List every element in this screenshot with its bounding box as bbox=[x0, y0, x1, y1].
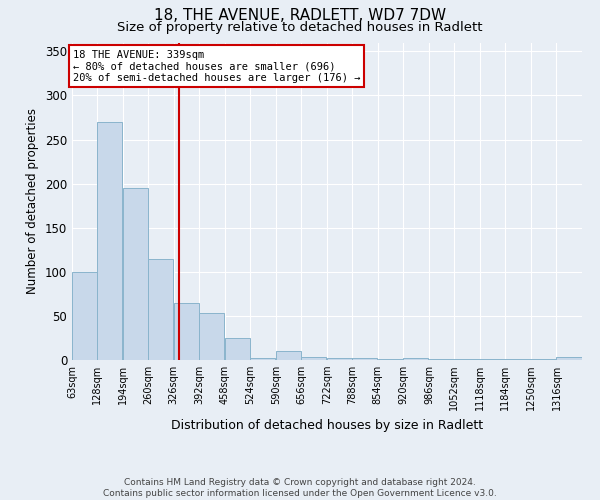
Bar bbox=[225, 338, 250, 360]
Bar bbox=[122, 188, 148, 360]
X-axis label: Distribution of detached houses by size in Radlett: Distribution of detached houses by size … bbox=[171, 418, 483, 432]
Bar bbox=[72, 272, 97, 360]
Bar bbox=[97, 122, 122, 360]
Bar bbox=[173, 302, 199, 360]
Bar bbox=[429, 359, 454, 360]
Bar bbox=[480, 359, 505, 360]
Bar bbox=[301, 358, 326, 360]
Bar bbox=[352, 358, 377, 360]
Bar bbox=[403, 358, 428, 360]
Bar bbox=[199, 314, 224, 360]
Bar bbox=[327, 358, 352, 360]
Bar bbox=[250, 358, 275, 360]
Text: Size of property relative to detached houses in Radlett: Size of property relative to detached ho… bbox=[117, 21, 483, 34]
Bar bbox=[276, 351, 301, 360]
Bar bbox=[378, 359, 403, 360]
Bar bbox=[556, 358, 581, 360]
Text: Contains HM Land Registry data © Crown copyright and database right 2024.
Contai: Contains HM Land Registry data © Crown c… bbox=[103, 478, 497, 498]
Bar bbox=[531, 359, 556, 360]
Bar bbox=[454, 359, 479, 360]
Bar bbox=[148, 258, 173, 360]
Text: 18, THE AVENUE, RADLETT, WD7 7DW: 18, THE AVENUE, RADLETT, WD7 7DW bbox=[154, 8, 446, 22]
Bar bbox=[505, 359, 530, 360]
Y-axis label: Number of detached properties: Number of detached properties bbox=[26, 108, 40, 294]
Text: 18 THE AVENUE: 339sqm
← 80% of detached houses are smaller (696)
20% of semi-det: 18 THE AVENUE: 339sqm ← 80% of detached … bbox=[73, 50, 360, 83]
